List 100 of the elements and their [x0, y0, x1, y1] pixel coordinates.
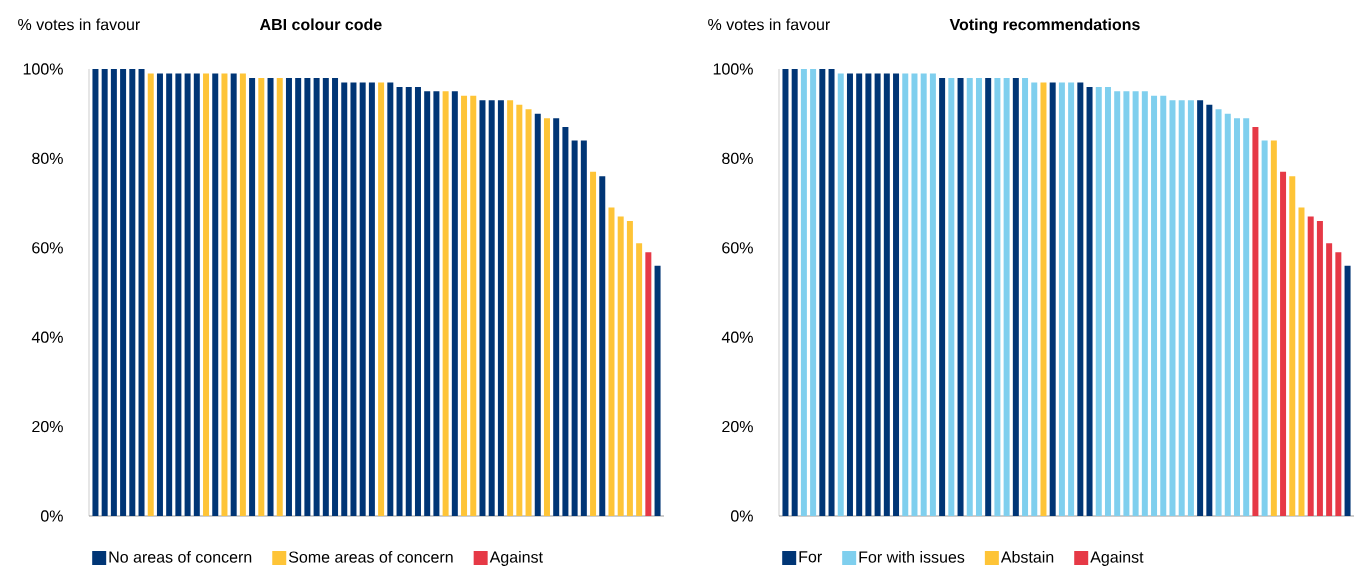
y-axis-title: % votes in favour	[708, 18, 830, 31]
bar	[893, 73, 900, 516]
bar	[507, 100, 514, 516]
bar	[957, 77, 964, 516]
bar	[1169, 100, 1176, 516]
bar	[1114, 91, 1121, 516]
bar	[846, 73, 853, 516]
y-tick-label: 60%	[32, 242, 63, 254]
bar	[516, 104, 523, 516]
legend-label: For with issues	[859, 551, 965, 563]
bar	[1123, 91, 1130, 516]
bar	[138, 69, 145, 516]
bar	[129, 69, 136, 516]
bar	[819, 69, 826, 516]
legend-label: For	[799, 551, 822, 563]
bar	[571, 140, 578, 516]
bar	[828, 69, 835, 516]
y-tick-label: 100%	[23, 63, 63, 75]
bar	[626, 220, 633, 516]
bar	[332, 77, 339, 516]
bar	[350, 82, 357, 516]
bar	[617, 216, 624, 516]
bar	[883, 73, 890, 516]
bar	[1031, 82, 1038, 516]
bar	[1003, 77, 1010, 516]
y-tick-label: 100%	[713, 63, 753, 75]
bar	[1151, 95, 1158, 516]
bar	[267, 77, 274, 516]
bar	[433, 91, 440, 516]
bar	[1104, 86, 1111, 516]
bar	[276, 77, 283, 516]
bar	[800, 69, 807, 516]
bar	[341, 82, 348, 516]
bar	[212, 73, 219, 516]
bar	[1280, 171, 1287, 516]
bar	[203, 73, 210, 516]
bar	[110, 69, 117, 516]
bar	[1243, 118, 1250, 516]
bar	[184, 73, 191, 516]
y-tick-label: 20%	[722, 420, 753, 433]
bar	[304, 77, 311, 516]
y-tick-label: 60%	[722, 242, 753, 254]
bar	[534, 113, 541, 516]
bar	[1160, 95, 1167, 516]
bar	[1233, 118, 1240, 516]
bar	[295, 77, 302, 516]
bar	[285, 77, 292, 516]
bar	[636, 243, 643, 516]
bar	[414, 86, 421, 516]
bar	[396, 86, 403, 516]
bar	[1077, 82, 1084, 516]
bar	[313, 77, 320, 516]
bar	[424, 91, 431, 516]
bar	[562, 127, 569, 516]
bar	[911, 73, 918, 516]
bar	[1261, 140, 1268, 516]
bar	[1289, 176, 1296, 516]
y-tick-label: 40%	[721, 331, 753, 343]
chart-title: ABI colour code	[259, 18, 382, 31]
bar	[120, 69, 127, 516]
bar	[442, 91, 449, 516]
bar	[221, 73, 228, 516]
bar	[1270, 140, 1277, 516]
bar	[156, 73, 163, 516]
bar	[929, 73, 936, 516]
bar	[1141, 91, 1148, 516]
bar	[378, 82, 385, 516]
bar	[1068, 82, 1075, 516]
bar	[405, 86, 412, 516]
bar	[920, 73, 927, 516]
bar	[1316, 220, 1323, 516]
bar	[791, 69, 798, 516]
bar	[985, 77, 992, 516]
y-tick-label: 80%	[722, 152, 753, 165]
bar	[837, 73, 844, 516]
legend-label: Abstain	[1000, 551, 1054, 563]
bar	[239, 73, 246, 516]
bar	[193, 73, 200, 516]
bar	[975, 77, 982, 516]
bar	[525, 109, 532, 516]
legend-label: Against	[489, 551, 543, 566]
bar	[1058, 82, 1065, 516]
bar	[368, 82, 375, 516]
y-axis-title: % votes in favour	[18, 18, 140, 31]
legend-label: Some areas of concern	[288, 551, 453, 563]
bar	[461, 95, 468, 516]
bar	[175, 73, 182, 516]
bar	[599, 176, 606, 516]
bar	[166, 73, 173, 516]
bar	[488, 100, 495, 516]
bar	[874, 73, 881, 516]
bar	[258, 77, 265, 516]
bar	[1012, 77, 1019, 516]
bar	[101, 69, 108, 516]
bar	[147, 73, 154, 516]
bar	[1086, 86, 1093, 516]
bar	[948, 77, 955, 516]
bar	[645, 252, 652, 516]
bar	[1040, 82, 1047, 516]
bar	[230, 73, 237, 516]
